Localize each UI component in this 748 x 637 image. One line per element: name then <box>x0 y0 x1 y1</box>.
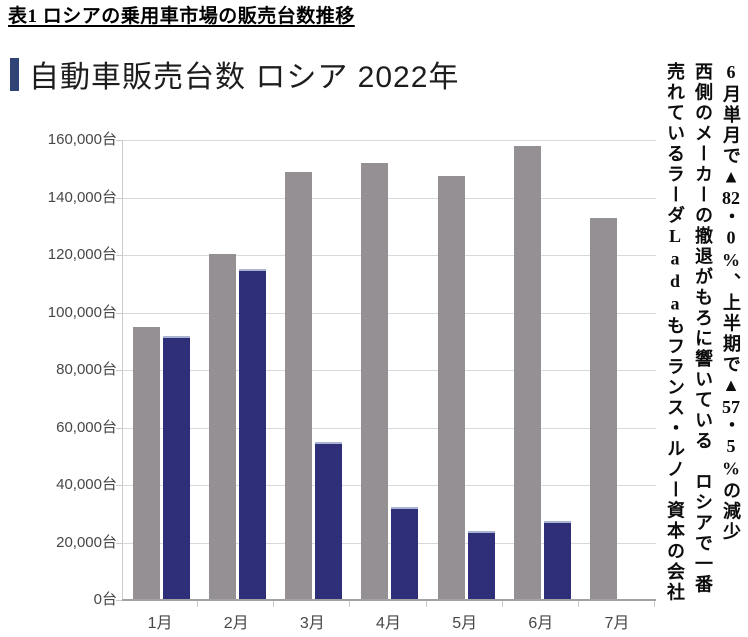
bar-chart: 0台 20,000台 40,000台 60,000台 80,000台 100,000台 12… <box>47 131 656 632</box>
chart-title-row: 自動車販売台数 ロシア 2022年 <box>10 52 459 96</box>
side-note-column: 西側のメーカーの撤退がもろに響いている ロシアで一番 <box>689 62 717 635</box>
x-tick-label: 3月 <box>299 615 325 632</box>
y-tick-label: 140,000台 <box>47 188 117 206</box>
y-tick-label: 160,000台 <box>47 131 117 148</box>
y-tick-mark <box>116 370 122 371</box>
gridline <box>123 370 656 371</box>
y-tick-label: 100,000台 <box>47 303 117 321</box>
page-title: 表1 ロシアの乗用車市場の販売台数推移 <box>8 6 355 27</box>
bar-gray-4月 <box>361 163 389 600</box>
chart-title: 自動車販売台数 ロシア 2022年 <box>29 61 460 94</box>
y-tick-mark <box>116 600 122 601</box>
y-tick-label: 40,000台 <box>56 476 117 493</box>
y-tick-label: 80,000台 <box>56 361 117 378</box>
x-tick-mark <box>273 601 275 607</box>
y-tick-label: 20,000台 <box>56 533 117 551</box>
x-tick-mark <box>654 601 655 607</box>
y-tick-mark <box>116 542 122 544</box>
x-tick-label: 5月 <box>452 615 478 632</box>
bar-navy-4月 <box>391 506 419 600</box>
side-note-text: ・0%、上半期で▲ <box>721 207 741 398</box>
side-note-number: 57 <box>722 397 740 416</box>
x-tick-mark <box>501 601 503 607</box>
y-tick-mark <box>116 140 122 141</box>
bar-gray-5月 <box>437 175 465 600</box>
bar-gray-3月 <box>285 171 313 600</box>
x-tick-label: 2月 <box>223 615 249 632</box>
side-note-text: 西側のメーカーの撤退がもろに響いている ロシアで一番 <box>693 62 713 595</box>
title-marker-bar <box>10 57 19 91</box>
gridline <box>123 197 656 199</box>
side-note-text: 売れているラーダLadaもフランス・ルノー資本の会社 <box>665 62 685 603</box>
y-tick-mark <box>116 255 122 256</box>
x-tick-mark <box>425 601 427 607</box>
x-tick-label: 7月 <box>604 615 630 632</box>
bar-navy-6月 <box>543 520 571 600</box>
gridline <box>123 427 656 429</box>
x-tick-label: 6月 <box>528 615 554 632</box>
bar-gray-2月 <box>209 253 237 600</box>
y-tick-label: 120,000台 <box>47 246 117 263</box>
gridline <box>123 312 656 314</box>
y-tick-mark <box>116 312 122 314</box>
side-note: 6月単月で▲82・0%、上半期で▲57・5%の減少 西側のメーカーの撤退がもろに響… <box>652 62 745 635</box>
x-axis-line <box>122 599 656 601</box>
side-note-column: 6月単月で▲82・0%、上半期で▲57・5%の減少 <box>717 62 745 635</box>
y-tick-mark <box>116 427 122 429</box>
bar-navy-3月 <box>315 441 343 600</box>
x-tick-mark <box>197 601 199 607</box>
x-tick-label: 1月 <box>147 615 173 632</box>
x-tick-mark <box>349 601 351 607</box>
side-note-text: ・5%の減少 <box>721 415 741 543</box>
gridline <box>123 140 656 141</box>
gridline <box>123 542 656 544</box>
side-note-text: 6月単月で▲ <box>721 62 741 189</box>
side-note-number: 82 <box>722 189 740 207</box>
side-note-column: 売れているラーダLadaもフランス・ルノー資本の会社 <box>661 62 689 635</box>
y-tick-mark <box>116 197 122 199</box>
x-tick-mark <box>577 601 579 607</box>
plot-area <box>122 140 656 600</box>
bar-gray-6月 <box>513 145 541 600</box>
y-tick-mark <box>116 485 122 486</box>
bar-gray-1月 <box>133 326 160 600</box>
gridline <box>123 255 656 256</box>
bar-navy-5月 <box>467 531 495 600</box>
x-tick-label: 4月 <box>376 615 401 632</box>
bar-navy-1月 <box>163 335 190 600</box>
y-tick-label: 0台 <box>93 591 117 608</box>
gridline <box>123 485 656 486</box>
bar-gray-7月 <box>589 217 617 600</box>
bar-navy-2月 <box>239 269 267 600</box>
y-tick-label: 60,000台 <box>56 418 117 436</box>
